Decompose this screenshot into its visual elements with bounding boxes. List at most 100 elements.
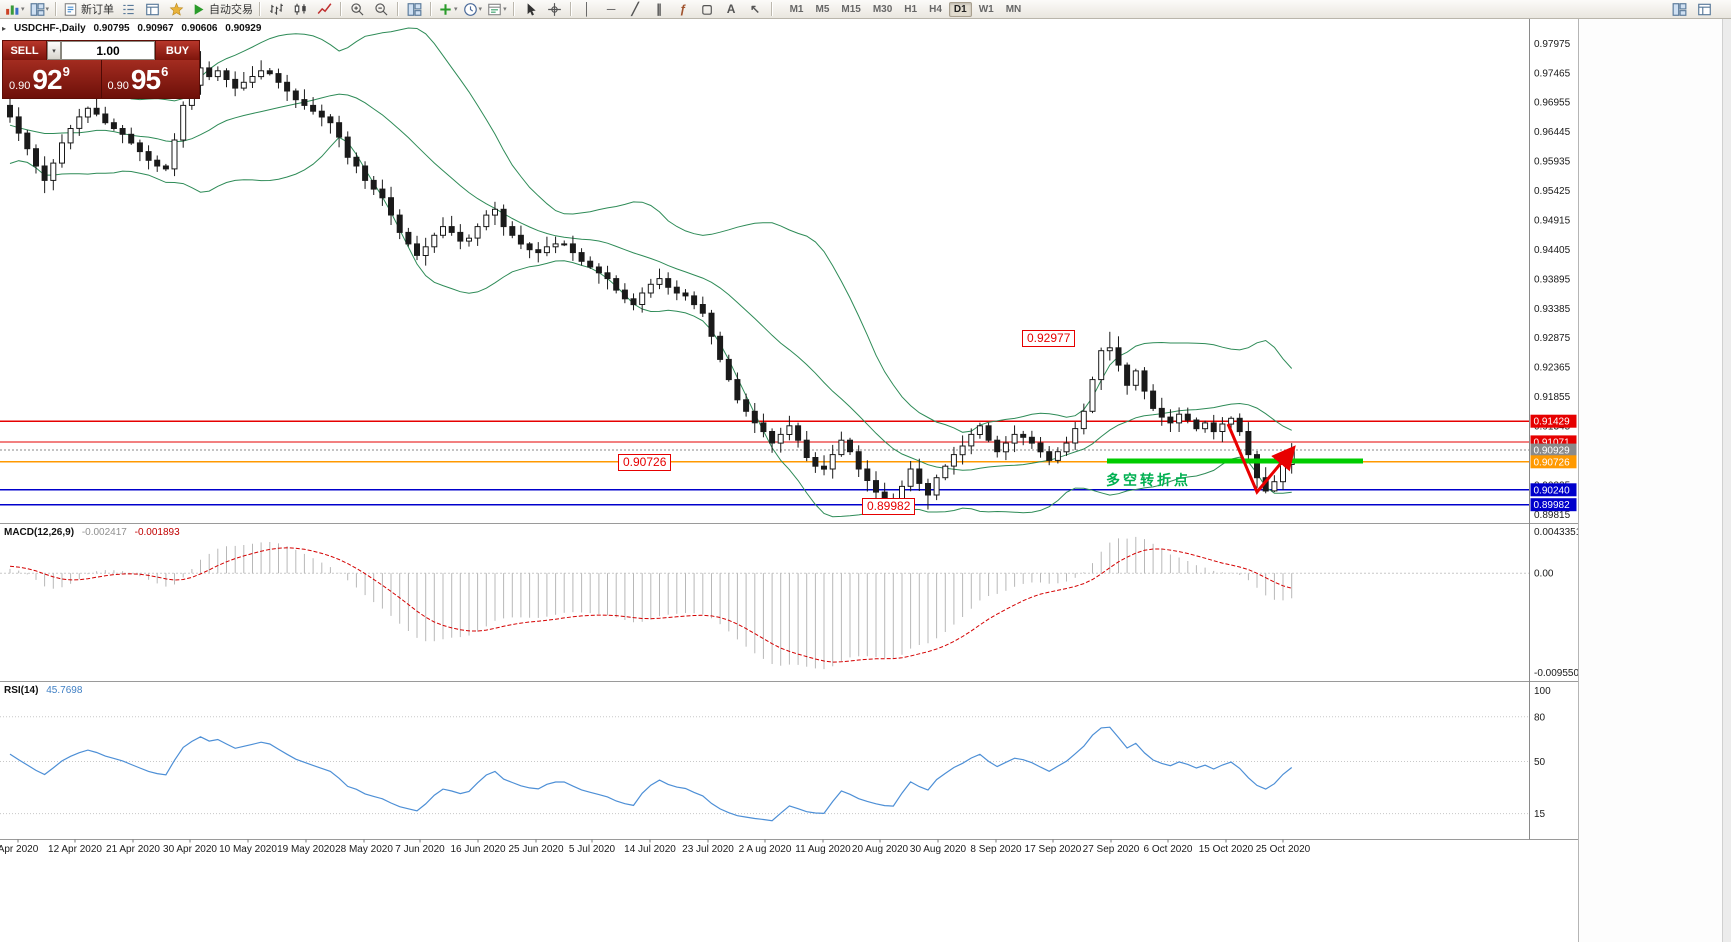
date-label[interactable]: 28 May 2020 [335, 844, 393, 855]
chart-candles-icon[interactable] [289, 1, 312, 18]
price-tick: 0.97465 [1534, 68, 1571, 79]
fibonacci-icon[interactable]: ƒ [679, 1, 687, 16]
date-label[interactable]: 2 A ug 2020 [739, 844, 792, 855]
autotrading-button[interactable]: 自动交易 [189, 1, 255, 18]
timeframe-m1[interactable]: M1 [789, 3, 804, 15]
date-label[interactable]: 17 Sep 2020 [1025, 844, 1082, 855]
date-label[interactable]: 25 Oct 2020 [1256, 844, 1311, 855]
rsi-line [9, 726, 1293, 822]
new-chart-icon[interactable]: ▾ [3, 1, 27, 18]
date-label[interactable]: 21 Apr 2020 [106, 844, 160, 855]
date-label[interactable]: 12 Apr 2020 [48, 844, 102, 855]
date-label[interactable]: 11 Aug 2020 [795, 844, 851, 855]
date-label[interactable]: 7 Jun 2020 [395, 844, 445, 855]
timeframe-w1[interactable]: W1 [978, 3, 994, 15]
price-tick: 0.92365 [1534, 363, 1571, 374]
trend-arrow-object[interactable] [1226, 423, 1296, 495]
timeframe-switcher: M1 M5 M15 M30 H1 H4 D1 W1 MN [785, 1, 1027, 17]
text-icon[interactable]: A [726, 1, 736, 16]
date-label[interactable]: 25 Jun 2020 [508, 844, 563, 855]
axis-price-tag[interactable] [1530, 443, 1577, 457]
timeframe-m5[interactable]: M5 [815, 3, 830, 15]
sell-price-big: 92 [32, 64, 62, 95]
date-label[interactable]: 30 Aug 2020 [910, 844, 967, 855]
date-label[interactable]: 14 Jul 2020 [624, 844, 676, 855]
date-label[interactable]: 19 May 2020 [277, 844, 335, 855]
one-click-trading-panel: SELL ▾ BUY 0.90 92 9 0.90 95 6 [2, 40, 200, 99]
date-label[interactable]: 15 Oct 2020 [1199, 844, 1254, 855]
macd-value: -0.002417 [81, 527, 127, 538]
vertical-line-icon[interactable]: │ [583, 1, 591, 16]
cursor-icon[interactable] [519, 1, 542, 18]
toolbar-separator [569, 2, 572, 16]
sell-price-display[interactable]: 0.90 92 9 [3, 60, 101, 98]
toolbar-separator [430, 2, 433, 16]
main-toolbar: ▾ ▾ 新订单 自动交易 ▾ ▾ ▾ │ ─ ╱ ∥ ƒ ▢ A ↖ M1 M5 M15 M30 H1 H4 D1 W1 MN [0, 0, 1731, 19]
date-label[interactable]: Apr 2020 [0, 844, 39, 855]
channel-icon[interactable]: ∥ [656, 1, 663, 16]
shapes-icon[interactable]: ▢ [701, 1, 713, 16]
sell-price-sup: 9 [62, 64, 70, 79]
volume-presets-button[interactable]: ▾ [47, 41, 61, 60]
chart-bars-icon[interactable] [265, 1, 288, 18]
tile-windows-icon[interactable] [403, 1, 426, 18]
price-text-object[interactable]: 0.92977 [1022, 330, 1076, 347]
price-text-object[interactable]: 0.89982 [862, 498, 916, 515]
timeframe-m15[interactable]: M15 [841, 3, 861, 15]
date-label[interactable]: 27 Sep 2020 [1083, 844, 1140, 855]
toolbar-separator [259, 2, 262, 16]
timeframe-m30[interactable]: M30 [872, 3, 893, 15]
price-tick: 0.89815 [1534, 510, 1571, 521]
trendline-icon[interactable]: ╱ [631, 1, 639, 16]
date-label[interactable]: 8 Sep 2020 [970, 844, 1022, 855]
price-text-object[interactable]: 0.90726 [618, 454, 672, 471]
axis-price-tag[interactable] [1530, 498, 1577, 512]
timeframe-d1[interactable]: D1 [948, 1, 972, 17]
support-zone-bar[interactable] [1107, 458, 1363, 464]
volume-input[interactable] [61, 41, 155, 60]
profiles-icon[interactable]: ▾ [28, 1, 52, 18]
timeframe-h4[interactable]: H4 [929, 3, 942, 15]
templates-icon[interactable]: ▾ [485, 1, 509, 18]
new-order-button[interactable]: 新订单 [61, 1, 116, 18]
subwindow-expand-icon[interactable]: ▸ [2, 24, 7, 33]
date-label[interactable]: 10 May 2020 [219, 844, 277, 855]
navigator-icon[interactable] [165, 1, 188, 18]
ohlc-low: 0.90606 [181, 23, 218, 34]
date-label[interactable]: 5 Jul 2020 [569, 844, 616, 855]
axis-price-tag[interactable] [1530, 455, 1577, 469]
data-window-icon[interactable] [141, 1, 164, 18]
axis-price-tag[interactable] [1530, 483, 1577, 497]
market-watch-icon[interactable] [117, 1, 140, 18]
docking-icon[interactable] [1693, 1, 1716, 18]
date-label[interactable]: 6 Oct 2020 [1144, 844, 1193, 855]
svg-text:0.90240: 0.90240 [1534, 485, 1571, 496]
rsi-value: 45.7698 [46, 685, 83, 696]
buy-price-display[interactable]: 0.90 95 6 [101, 60, 199, 98]
date-label[interactable]: 16 Jun 2020 [450, 844, 505, 855]
periods-icon[interactable]: ▾ [461, 1, 485, 18]
chart-canvas[interactable]: 0.0043351 0.00 -0.0095504 100 80 50 15 0.97975 0… [0, 0, 1578, 942]
axis-price-tag[interactable] [1530, 414, 1577, 428]
svg-text:0.89982: 0.89982 [1534, 500, 1571, 511]
timeframe-h1[interactable]: H1 [904, 3, 918, 15]
date-label[interactable]: 30 Apr 2020 [163, 844, 217, 855]
date-label[interactable]: 23 Jul 2020 [682, 844, 734, 855]
zoom-out-icon[interactable] [370, 1, 393, 18]
zoom-in-icon[interactable] [346, 1, 369, 18]
arrange-windows-icon[interactable] [1668, 1, 1691, 18]
sell-button[interactable]: SELL [3, 41, 47, 60]
price-tick: 0.93385 [1534, 304, 1571, 315]
horizontal-line-icon[interactable]: ─ [606, 1, 616, 16]
price-tick: 0.91855 [1534, 392, 1571, 403]
timeframe-mn[interactable]: MN [1005, 3, 1022, 15]
arrow-tools-icon[interactable]: ↖ [750, 1, 761, 16]
vertical-scrollbar[interactable] [1722, 19, 1731, 942]
buy-button[interactable]: BUY [155, 41, 199, 60]
date-label[interactable]: 20 Aug 2020 [852, 844, 909, 855]
indicators-icon[interactable]: ▾ [436, 1, 460, 18]
chart-title: USDCHF-,Daily 0.90795 0.90967 0.90606 0.… [14, 23, 266, 34]
crosshair-icon[interactable] [543, 1, 566, 18]
turning-point-label[interactable]: 多空转折点 [1106, 472, 1191, 488]
chart-line-icon[interactable] [313, 1, 336, 18]
